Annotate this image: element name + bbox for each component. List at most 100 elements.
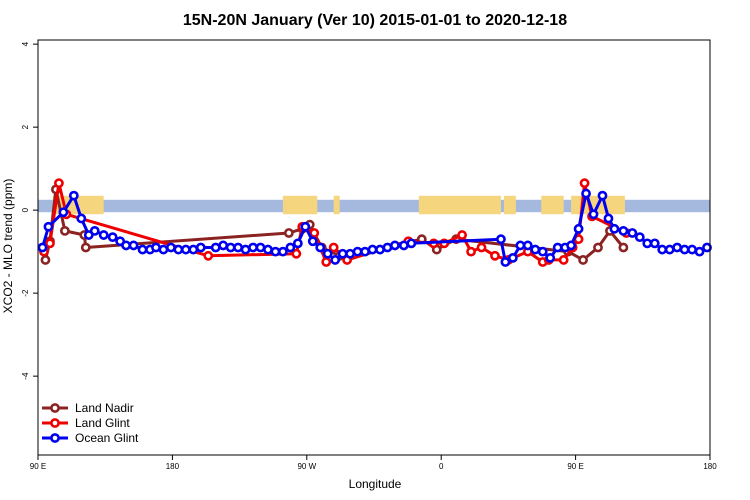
data-point bbox=[151, 242, 161, 253]
data-point bbox=[121, 240, 132, 251]
data-point bbox=[248, 242, 258, 253]
data-point bbox=[43, 221, 54, 232]
land-segment bbox=[285, 195, 318, 215]
data-point bbox=[558, 255, 569, 265]
data-point bbox=[687, 244, 697, 255]
legend-item: Land Nadir bbox=[42, 401, 134, 415]
x-tick-label: 90 E bbox=[567, 462, 583, 471]
data-point bbox=[337, 248, 348, 259]
data-point bbox=[642, 238, 653, 249]
data-point bbox=[37, 242, 48, 253]
data-point bbox=[476, 242, 487, 253]
series-line bbox=[42, 181, 628, 264]
data-point bbox=[173, 244, 184, 255]
data-point bbox=[98, 230, 109, 240]
data-point bbox=[328, 242, 339, 253]
data-point bbox=[579, 178, 590, 189]
data-point bbox=[225, 242, 236, 253]
data-point bbox=[322, 248, 333, 259]
data-point bbox=[40, 255, 51, 265]
data-point bbox=[679, 244, 690, 255]
data-point bbox=[137, 244, 148, 255]
land-segment bbox=[503, 195, 516, 215]
data-point bbox=[128, 240, 139, 251]
series-ocean-glint bbox=[37, 188, 712, 267]
data-point bbox=[166, 242, 176, 253]
data-point bbox=[58, 207, 69, 218]
y-axis-label: XCO2 - MLO trend (ppm) bbox=[1, 179, 15, 314]
legend-item: Land Glint bbox=[42, 416, 130, 430]
x-tick-label: 180 bbox=[166, 462, 180, 471]
data-point bbox=[68, 190, 79, 201]
plot-frame bbox=[37, 39, 711, 456]
data-point bbox=[573, 223, 584, 234]
x-tick-label: 90 E bbox=[30, 462, 46, 471]
data-point bbox=[507, 252, 518, 263]
data-point bbox=[664, 244, 675, 255]
data-point bbox=[657, 244, 668, 255]
y-tick-label: 4 bbox=[21, 41, 30, 46]
data-point bbox=[545, 252, 556, 263]
legend-marker bbox=[50, 403, 60, 413]
land-segment bbox=[541, 195, 564, 215]
data-point bbox=[367, 244, 378, 255]
data-point bbox=[255, 242, 266, 253]
data-point bbox=[292, 238, 303, 249]
y-tick-label: -4 bbox=[21, 372, 30, 380]
axes: 90 E 180 90 W 0 90 E 180 4 2 0 -2 -4 bbox=[21, 41, 717, 471]
data-point bbox=[89, 225, 100, 236]
data-point bbox=[375, 244, 385, 255]
data-point bbox=[345, 248, 356, 259]
x-tick-label: 0 bbox=[439, 462, 444, 471]
data-point bbox=[552, 242, 563, 253]
series-layer bbox=[37, 178, 712, 267]
data-point bbox=[398, 240, 409, 251]
data-point bbox=[270, 246, 281, 257]
data-point bbox=[634, 232, 645, 243]
data-point bbox=[107, 232, 118, 243]
data-point bbox=[54, 178, 64, 189]
data-point bbox=[240, 244, 251, 255]
data-point bbox=[321, 257, 332, 267]
data-point bbox=[500, 257, 511, 267]
data-point bbox=[180, 244, 191, 255]
data-point bbox=[59, 225, 70, 236]
data-point bbox=[649, 238, 660, 249]
data-point bbox=[278, 246, 288, 257]
data-point bbox=[210, 242, 221, 253]
data-point bbox=[466, 246, 476, 257]
data-point bbox=[581, 188, 591, 199]
chart-title: 15N-20N January (Ver 10) 2015-01-01 to 2… bbox=[183, 12, 567, 29]
data-point bbox=[490, 250, 500, 261]
data-point bbox=[593, 242, 603, 253]
data-point bbox=[390, 240, 400, 251]
x-axis-label: Longitude bbox=[349, 477, 402, 491]
y-tick-label: -2 bbox=[21, 289, 30, 297]
data-point bbox=[80, 242, 91, 253]
data-point bbox=[76, 213, 87, 224]
data-point bbox=[618, 225, 629, 236]
data-point bbox=[285, 242, 296, 253]
data-point bbox=[578, 255, 588, 265]
data-point bbox=[515, 240, 526, 251]
data-point bbox=[406, 238, 417, 249]
data-point bbox=[382, 242, 393, 253]
data-point bbox=[597, 190, 608, 201]
data-point bbox=[158, 244, 169, 255]
legend-marker bbox=[50, 433, 60, 443]
data-point bbox=[627, 228, 638, 238]
data-point bbox=[203, 250, 214, 261]
x-tick-label: 180 bbox=[703, 462, 717, 471]
data-point bbox=[233, 242, 244, 253]
legend-item: Ocean Glint bbox=[42, 431, 139, 445]
data-point bbox=[603, 213, 614, 224]
y-tick-label: 0 bbox=[21, 207, 30, 212]
data-point bbox=[496, 234, 506, 245]
data-point bbox=[672, 242, 683, 253]
data-point bbox=[457, 230, 468, 240]
land-segment bbox=[282, 195, 286, 215]
data-point bbox=[360, 246, 370, 257]
data-point bbox=[702, 242, 712, 253]
